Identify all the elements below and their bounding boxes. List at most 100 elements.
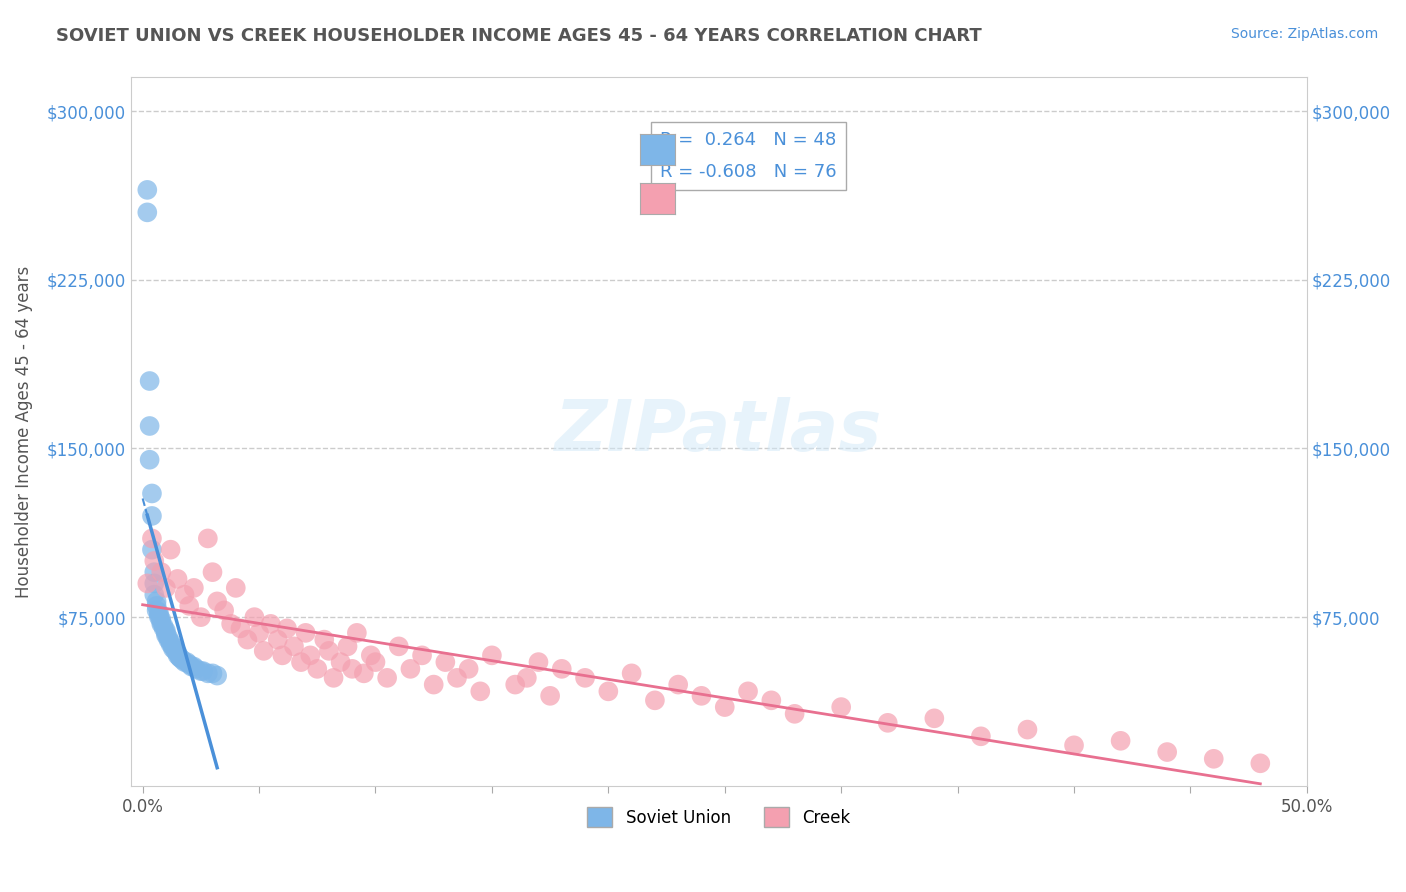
Point <box>141 532 163 546</box>
Point <box>713 700 735 714</box>
Y-axis label: Householder Income Ages 45 - 64 years: Householder Income Ages 45 - 64 years <box>15 266 32 598</box>
Point <box>152 621 174 635</box>
Point <box>271 648 294 663</box>
Point <box>166 648 188 663</box>
Point <box>173 655 195 669</box>
Point <box>138 452 160 467</box>
Point <box>186 662 208 676</box>
Point <box>201 666 224 681</box>
Point <box>162 641 184 656</box>
Point <box>159 637 181 651</box>
Point <box>260 616 283 631</box>
Point <box>342 662 364 676</box>
Point <box>145 603 167 617</box>
Point <box>574 671 596 685</box>
Point <box>236 632 259 647</box>
Point <box>247 625 270 640</box>
Point <box>212 603 235 617</box>
Point <box>180 659 202 673</box>
Point <box>336 640 359 654</box>
Point <box>155 628 177 642</box>
Point <box>294 625 316 640</box>
Point <box>666 677 689 691</box>
Point <box>138 419 160 434</box>
Point <box>179 657 201 672</box>
Point <box>1249 756 1271 771</box>
Point <box>353 666 375 681</box>
Point <box>364 655 387 669</box>
Point <box>141 542 163 557</box>
Point <box>503 677 526 691</box>
Point <box>411 648 433 663</box>
Point <box>143 576 166 591</box>
Point <box>169 650 191 665</box>
Point <box>169 650 191 665</box>
Point <box>205 668 228 682</box>
Point <box>157 632 180 647</box>
Point <box>457 662 479 676</box>
Point <box>276 621 298 635</box>
Point <box>314 632 336 647</box>
Point <box>172 653 194 667</box>
Point <box>155 625 177 640</box>
Point <box>157 631 180 645</box>
Point <box>267 632 290 647</box>
Point <box>253 644 276 658</box>
Point <box>283 640 305 654</box>
Point <box>434 655 457 669</box>
Point <box>388 640 411 654</box>
Point <box>551 662 574 676</box>
Point <box>229 621 252 635</box>
Point <box>538 689 561 703</box>
Point <box>193 664 215 678</box>
Point <box>148 610 170 624</box>
Point <box>481 648 503 663</box>
Point <box>1063 739 1085 753</box>
Point <box>299 648 322 663</box>
Point <box>152 619 174 633</box>
Point <box>290 655 312 669</box>
Point <box>876 715 898 730</box>
Point <box>197 666 219 681</box>
Point <box>225 581 247 595</box>
Point <box>201 565 224 579</box>
Point <box>150 616 173 631</box>
Point <box>148 606 170 620</box>
Point <box>190 664 212 678</box>
Point <box>924 711 946 725</box>
Point <box>329 655 352 669</box>
Point <box>190 610 212 624</box>
Point <box>516 671 538 685</box>
Point <box>620 666 643 681</box>
Point <box>150 565 173 579</box>
Point <box>136 576 159 591</box>
Point <box>470 684 492 698</box>
Point <box>322 671 344 685</box>
Text: R =  0.264   N = 48
R = -0.608   N = 76: R = 0.264 N = 48 R = -0.608 N = 76 <box>661 130 837 180</box>
Point <box>446 671 468 685</box>
Point <box>318 644 340 658</box>
Point <box>148 607 170 622</box>
Point <box>970 729 993 743</box>
Point <box>176 655 198 669</box>
Point <box>165 644 187 658</box>
Point <box>375 671 398 685</box>
Point <box>155 581 177 595</box>
Point <box>219 616 242 631</box>
Point <box>205 594 228 608</box>
Point <box>159 635 181 649</box>
Point <box>143 554 166 568</box>
Point <box>155 624 177 638</box>
Point <box>1109 734 1132 748</box>
Point <box>307 662 329 676</box>
Point <box>136 183 159 197</box>
Point <box>143 588 166 602</box>
Point <box>141 508 163 523</box>
Point <box>1017 723 1039 737</box>
Point <box>1202 752 1225 766</box>
Point <box>243 610 266 624</box>
Point <box>145 594 167 608</box>
Text: ZIPatlas: ZIPatlas <box>555 397 883 467</box>
Point <box>690 689 713 703</box>
Point <box>783 706 806 721</box>
